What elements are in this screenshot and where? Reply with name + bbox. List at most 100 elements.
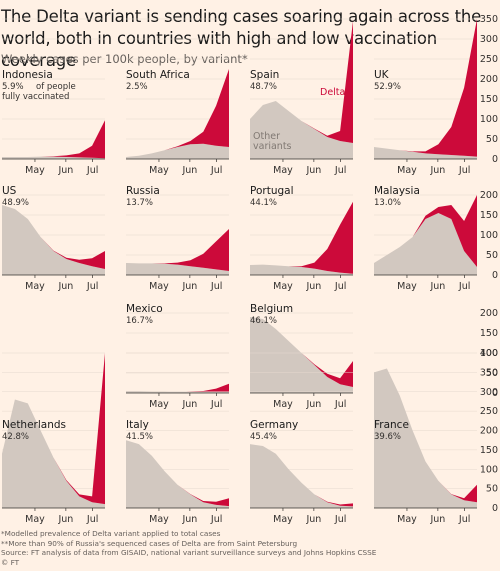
footnote-russia: **More than 90% of Russia's sequenced ca…: [1, 538, 298, 548]
vaccinated-share: 41.5%: [126, 432, 153, 442]
vaccinated-share: 52.9%: [374, 82, 401, 92]
x-tick-label: Jul: [334, 399, 346, 410]
y-tick-label: 200: [480, 190, 498, 201]
vaccinated-share: 2.5%: [126, 82, 148, 92]
y-tick-label: 50: [486, 484, 498, 495]
x-tick-label: Jun: [305, 281, 321, 292]
x-tick-label: May: [273, 165, 293, 176]
footer-notes: *Modelled prevalence of Delta variant ap…: [1, 529, 376, 567]
x-tick-label: May: [25, 281, 45, 292]
country-label: Netherlands: [2, 419, 66, 431]
country-label: South Africa: [126, 69, 190, 81]
x-tick-label: May: [397, 281, 417, 292]
other-variants-annotation: Other: [253, 131, 280, 142]
series-other-variants-area: [250, 264, 353, 275]
x-tick-label: May: [273, 281, 293, 292]
y-tick-label: 0: [492, 388, 498, 399]
x-tick-label: May: [397, 165, 417, 176]
country-label: Spain: [250, 69, 279, 81]
other-variants-annotation: variants: [253, 141, 292, 152]
vaccinated-share: 46.1%: [250, 316, 277, 326]
x-tick-label: May: [149, 514, 169, 525]
x-tick-label: Jun: [57, 165, 73, 176]
x-tick-label: Jul: [210, 281, 222, 292]
series-other-variants-area: [374, 368, 477, 508]
x-tick-label: Jul: [210, 165, 222, 176]
y-tick-label: 50: [486, 368, 498, 379]
x-tick-label: May: [25, 514, 45, 525]
x-tick-label: Jun: [57, 514, 73, 525]
y-tick-label: 100: [480, 230, 498, 241]
y-axis-2: 0 50 100 150 200: [480, 190, 498, 281]
vaccinated-share: 39.6%: [374, 432, 401, 442]
x-tick-label: Jul: [86, 165, 98, 176]
series-other-variants-area: [250, 101, 353, 159]
vaccinated-note: of people: [36, 82, 76, 92]
x-tick-label: Jul: [458, 514, 470, 525]
y-tick-label: 300: [480, 34, 498, 45]
y-tick-label: 400: [480, 348, 498, 359]
country-label: Malaysia: [374, 185, 420, 197]
vaccinated-note: fully vaccinated: [2, 92, 69, 102]
series-other-variants-area: [2, 399, 105, 508]
y-tick-label: 300: [480, 387, 498, 398]
y-tick-label: 50: [486, 134, 498, 145]
vaccinated-share: 16.7%: [126, 316, 153, 326]
chart-subtitle: Weekly cases per 100k people, by variant…: [1, 52, 248, 66]
x-tick-label: Jul: [86, 514, 98, 525]
x-tick-label: May: [397, 514, 417, 525]
series-delta-area: [250, 21, 353, 143]
y-tick-label: 200: [480, 426, 498, 437]
y-axis-3: 0 50 100 150 200: [480, 308, 498, 399]
country-label: Germany: [250, 419, 298, 431]
x-tick-label: May: [25, 165, 45, 176]
series-delta-area: [126, 229, 229, 271]
x-tick-label: May: [149, 165, 169, 176]
y-tick-label: 100: [480, 114, 498, 125]
series-delta-area: [2, 205, 105, 269]
series-delta-area: [126, 69, 229, 157]
series-delta-area: [374, 19, 477, 157]
vaccinated-share: 45.4%: [250, 432, 277, 442]
y-tick-label: 250: [480, 54, 498, 65]
x-tick-label: Jul: [86, 281, 98, 292]
x-tick-label: Jun: [181, 165, 197, 176]
series-other-variants-area: [250, 444, 353, 508]
series-other-variants-area: [374, 213, 477, 275]
y-tick-label: 150: [480, 445, 498, 456]
x-tick-label: Jun: [429, 281, 445, 292]
y-tick-label: 150: [480, 94, 498, 105]
y-tick-label: 0: [492, 154, 498, 165]
country-label: Mexico: [126, 303, 163, 315]
copyright: © FT: [1, 557, 20, 567]
x-tick-label: Jul: [458, 165, 470, 176]
series-other-variants-area: [126, 440, 229, 508]
x-tick-label: Jul: [334, 165, 346, 176]
country-label: Portugal: [250, 185, 294, 197]
country-label: France: [374, 419, 409, 431]
x-tick-label: Jun: [305, 165, 321, 176]
y-tick-label: 0: [492, 503, 498, 514]
country-label: Belgium: [250, 303, 293, 315]
x-tick-label: May: [149, 399, 169, 410]
x-tick-label: Jul: [458, 281, 470, 292]
x-tick-label: May: [273, 399, 293, 410]
country-label: US: [2, 185, 17, 197]
y-tick-label: 100: [480, 348, 498, 359]
source-note: Source: FT analysis of data from GISAID,…: [1, 548, 377, 558]
y-tick-label: 200: [480, 74, 498, 85]
x-tick-label: Jun: [181, 281, 197, 292]
x-tick-label: Jun: [305, 399, 321, 410]
y-tick-label: 350: [480, 14, 498, 25]
y-tick-label: 150: [480, 210, 498, 221]
